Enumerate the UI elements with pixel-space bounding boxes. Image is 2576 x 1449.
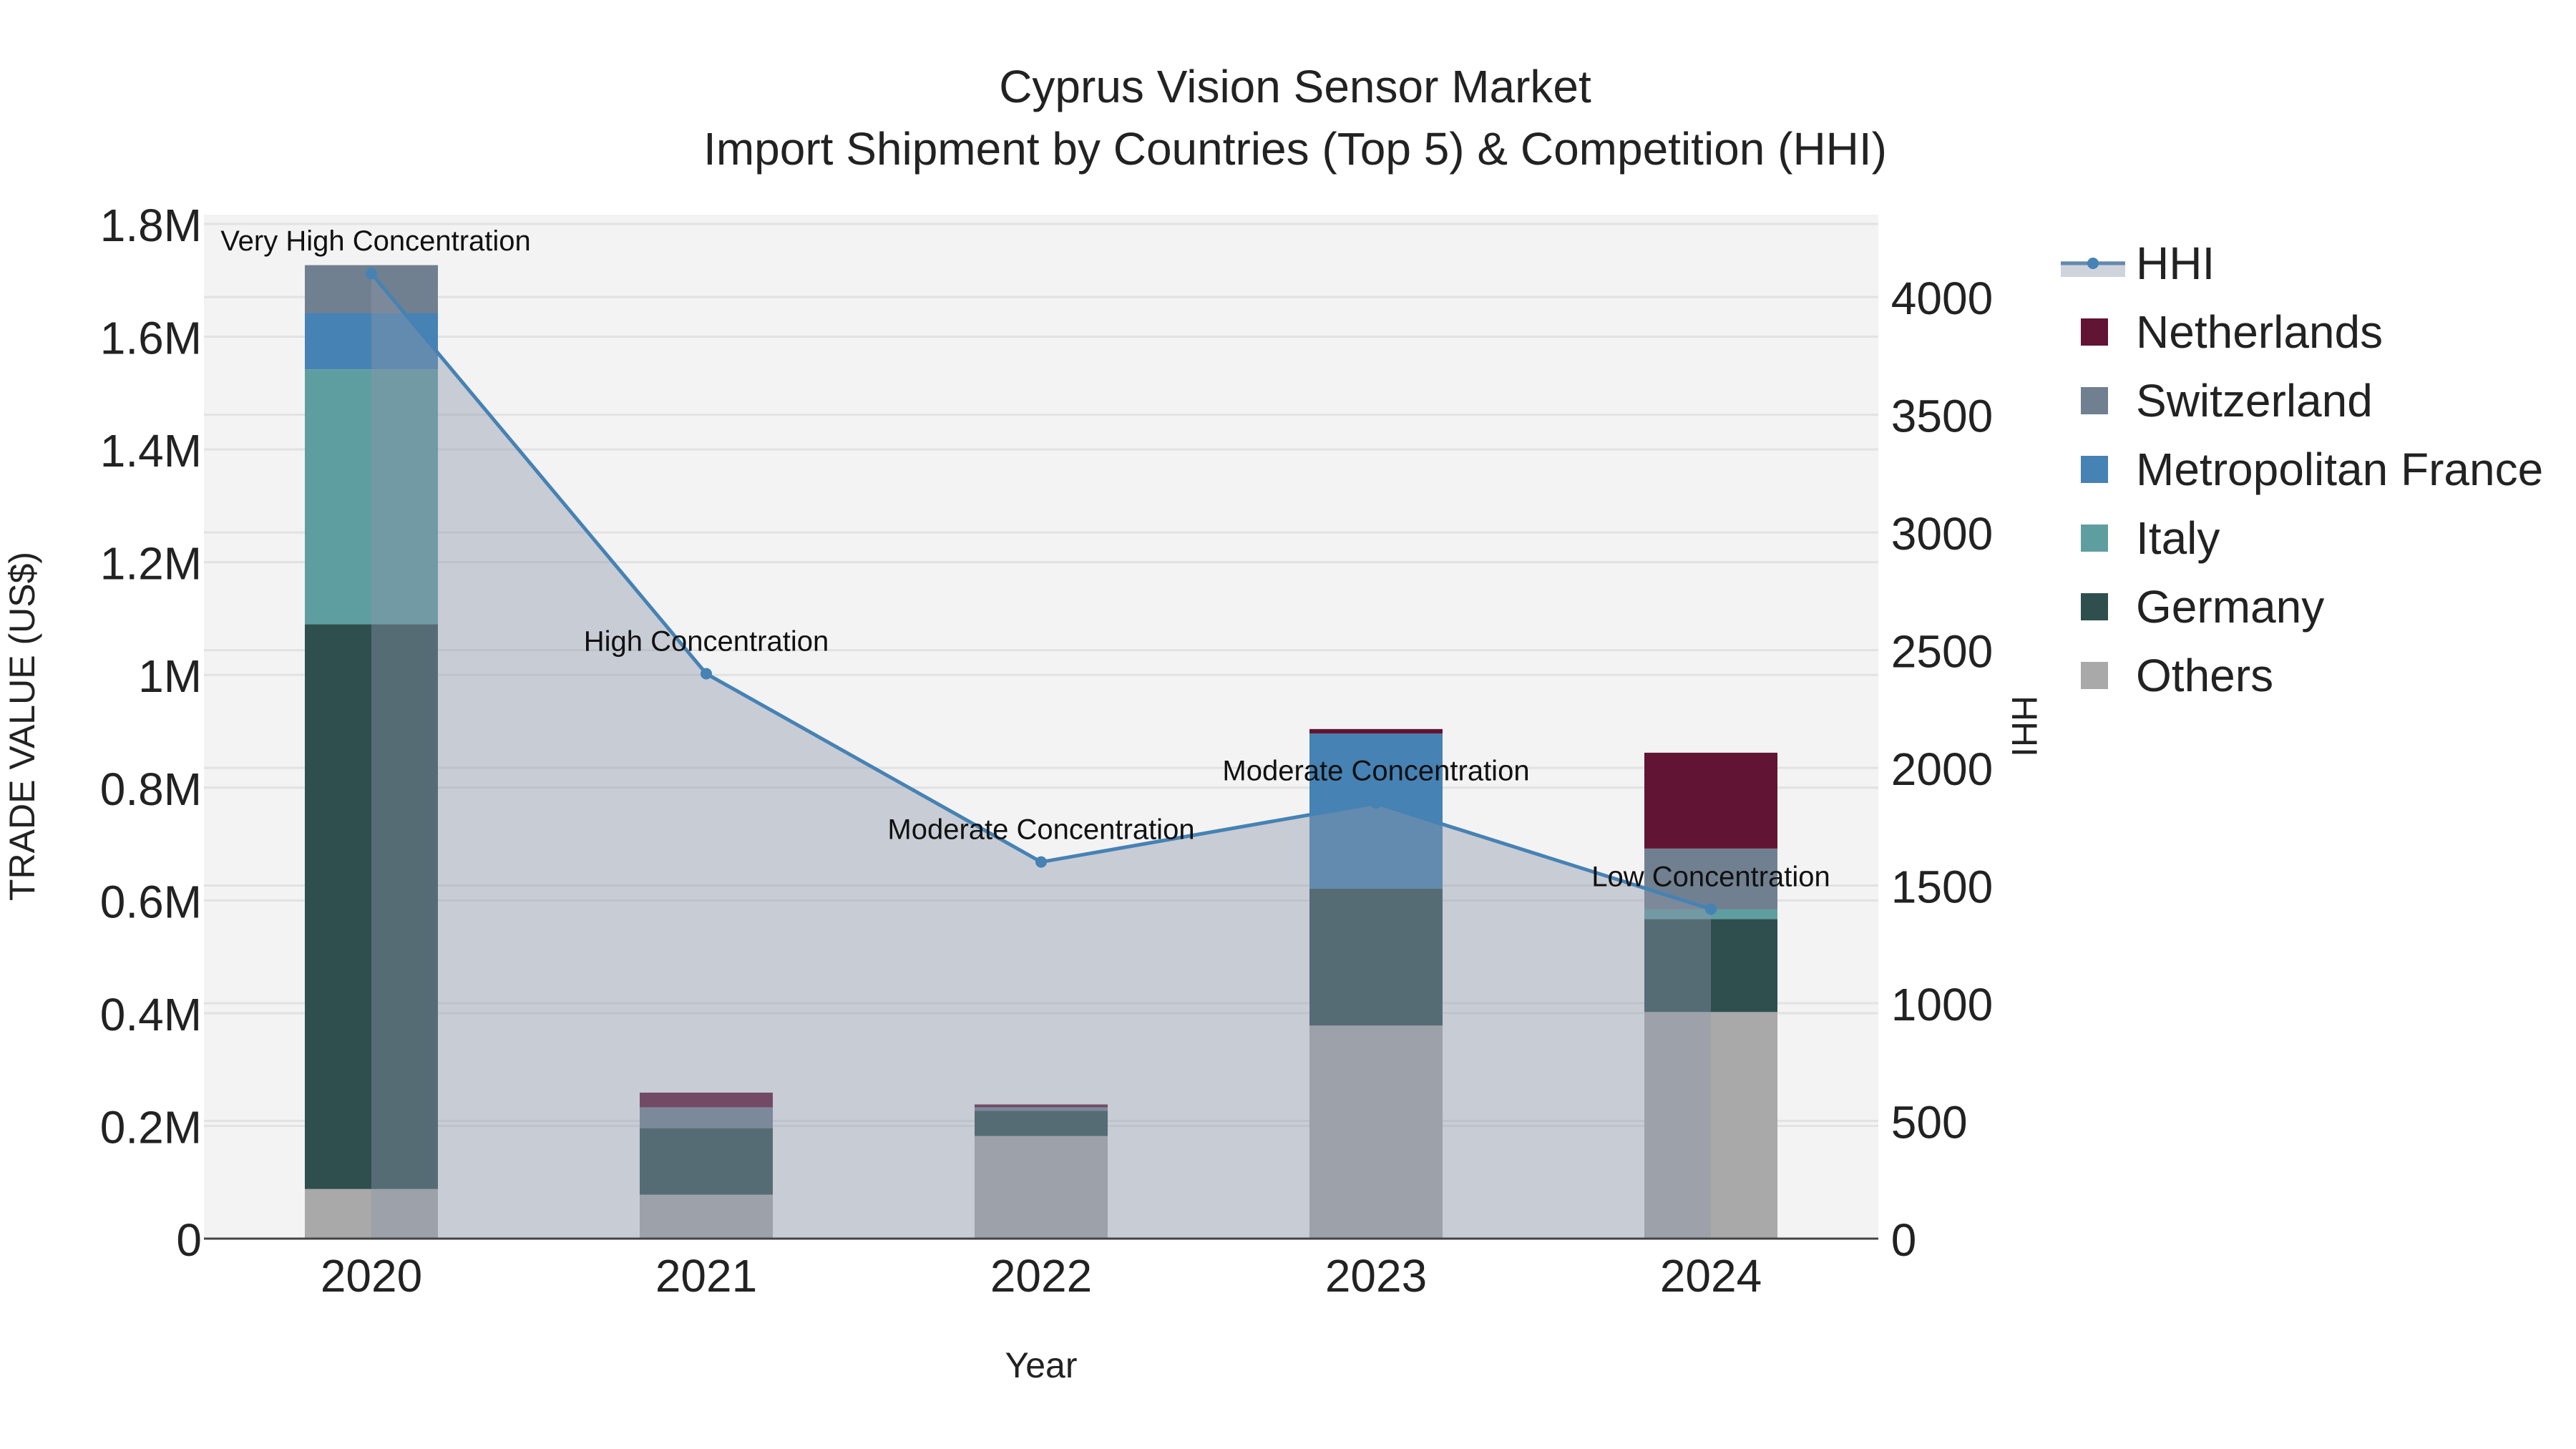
y-tick-label: 0.6M bbox=[100, 876, 202, 927]
bar-others bbox=[1644, 1012, 1777, 1239]
hhi-point bbox=[1035, 856, 1047, 868]
chart-title: Cyprus Vision Sensor Market bbox=[999, 61, 1591, 112]
y2-tick-label: 2500 bbox=[1878, 626, 1993, 678]
hhi-series: Very High Concentration High Concentratio… bbox=[220, 225, 1830, 1239]
bar-others bbox=[975, 1136, 1108, 1239]
y-tick-label: 1.4M bbox=[100, 425, 202, 477]
legend-swatch bbox=[2081, 662, 2108, 689]
y2-axis-ticks: 0 500 1000 1500 2000 2500 3000 3500 4000 bbox=[1878, 273, 1993, 1266]
bar-germany bbox=[975, 1111, 1108, 1136]
x-axis-title: Year bbox=[1005, 1345, 1077, 1385]
legend-swatch bbox=[2081, 387, 2108, 414]
bar-metropolitan-france bbox=[305, 313, 438, 370]
hhi-annotation: Moderate Concentration bbox=[1222, 755, 1529, 786]
hhi-annotation: Very High Concentration bbox=[220, 225, 531, 257]
bar-netherlands bbox=[975, 1104, 1108, 1108]
y-tick-label: 1.8M bbox=[100, 200, 202, 251]
bar-germany bbox=[640, 1128, 773, 1195]
legend-label: Switzerland bbox=[2136, 375, 2373, 426]
x-axis-ticks: 2020 2021 2022 2023 2024 bbox=[321, 1250, 1762, 1302]
bar-netherlands bbox=[1644, 752, 1777, 849]
y-axis-title: TRADE VALUE (US$) bbox=[2, 552, 42, 901]
legend-hhi-marker bbox=[2087, 258, 2099, 269]
y-tick-label: 0.4M bbox=[100, 989, 202, 1040]
y2-tick-label: 4000 bbox=[1878, 273, 1993, 324]
y2-tick-label: 3000 bbox=[1878, 508, 1993, 560]
bars bbox=[305, 265, 1777, 1239]
hhi-point bbox=[366, 268, 377, 280]
bar-germany bbox=[1644, 919, 1777, 1013]
y2-tick-label: 0 bbox=[1878, 1214, 1916, 1266]
x-tick-label: 2021 bbox=[655, 1250, 757, 1302]
bar-netherlands bbox=[640, 1092, 773, 1108]
chart-subtitle: Import Shipment by Countries (Top 5) & C… bbox=[703, 123, 1887, 175]
bar-switzerland bbox=[1644, 848, 1777, 909]
x-tick-label: 2023 bbox=[1325, 1250, 1427, 1302]
x-tick-label: 2024 bbox=[1660, 1250, 1762, 1302]
y-tick-label: 0.8M bbox=[100, 763, 202, 815]
legend-label: Metropolitan France bbox=[2136, 444, 2543, 495]
bar-switzerland bbox=[975, 1107, 1108, 1111]
y2-tick-label: 500 bbox=[1878, 1097, 1968, 1148]
x-tick-label: 2020 bbox=[321, 1250, 422, 1302]
hhi-annotation: High Concentration bbox=[584, 625, 829, 657]
hhi-point bbox=[1705, 903, 1717, 915]
hhi-annotation: Moderate Concentration bbox=[887, 814, 1194, 846]
y2-axis-title: HHI bbox=[2004, 696, 2044, 757]
plot-background bbox=[204, 215, 1878, 1238]
legend-label: Netherlands bbox=[2136, 306, 2383, 358]
legend-label: Others bbox=[2136, 650, 2273, 701]
legend-swatch bbox=[2081, 525, 2108, 552]
y-tick-label: 1.6M bbox=[100, 313, 202, 364]
hhi-point bbox=[1370, 797, 1382, 809]
legend-label: Germany bbox=[2136, 581, 2324, 633]
bar-others bbox=[305, 1189, 438, 1239]
y2-tick-label: 1500 bbox=[1878, 862, 1993, 913]
y-axis-ticks: 0 0.2M 0.4M 0.6M 0.8M 1M 1.2M 1.4M 1.6M 1.8M bbox=[100, 200, 202, 1266]
legend-swatch bbox=[2081, 456, 2108, 483]
bar-others bbox=[640, 1194, 773, 1239]
hhi-point bbox=[701, 668, 712, 680]
bar-netherlands bbox=[1309, 728, 1443, 734]
y-tick-label: 1.2M bbox=[100, 538, 202, 590]
legend-label: HHI bbox=[2136, 238, 2215, 289]
y-tick-label: 0 bbox=[176, 1214, 202, 1266]
y2-tick-label: 3500 bbox=[1878, 391, 1993, 442]
y-tick-label: 1M bbox=[138, 650, 202, 702]
y2-tick-label: 2000 bbox=[1878, 743, 1993, 795]
hhi-annotation: Low Concentration bbox=[1591, 861, 1830, 892]
bar-germany bbox=[305, 624, 438, 1189]
legend: HHI Netherlands Switzerland Metropolitan Fr… bbox=[2061, 238, 2543, 701]
bar-others bbox=[1309, 1025, 1443, 1239]
bar-italy bbox=[305, 369, 438, 625]
y-tick-label: 0.2M bbox=[100, 1101, 202, 1153]
bar-switzerland bbox=[640, 1107, 773, 1128]
legend-label: Italy bbox=[2136, 512, 2220, 564]
hhi-area bbox=[371, 273, 1711, 1239]
x-tick-label: 2022 bbox=[990, 1250, 1092, 1302]
bar-germany bbox=[1309, 888, 1443, 1026]
legend-swatch bbox=[2081, 593, 2108, 620]
y2-tick-label: 1000 bbox=[1878, 979, 1993, 1030]
legend-swatch bbox=[2081, 318, 2108, 346]
